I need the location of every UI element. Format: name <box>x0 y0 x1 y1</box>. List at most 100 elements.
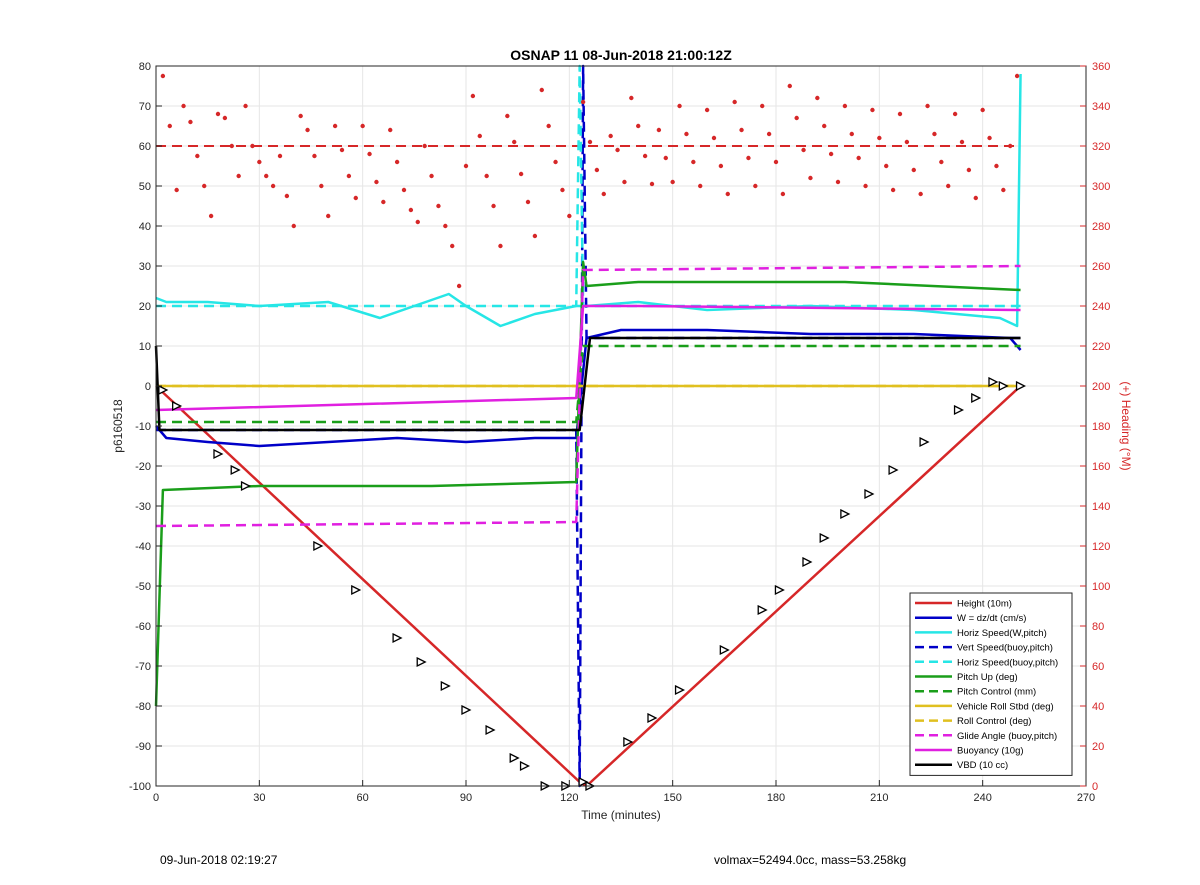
heading-point <box>436 203 441 209</box>
heading-point <box>312 153 317 159</box>
height-marker <box>953 404 965 416</box>
heading-point <box>980 107 985 113</box>
heading-point <box>925 103 930 109</box>
heading-point <box>264 173 269 179</box>
heading-point <box>319 183 324 189</box>
heading-point <box>622 179 627 185</box>
heading-point <box>498 243 503 249</box>
height-marker <box>802 556 813 568</box>
height-marker <box>485 724 496 736</box>
y2-tick-label: 20 <box>1092 741 1104 753</box>
x-tick-label: 180 <box>767 792 785 804</box>
heading-point <box>856 155 861 161</box>
heading-point <box>450 243 455 249</box>
y-tick-label: -70 <box>135 661 151 673</box>
heading-point <box>835 179 841 185</box>
heading-point <box>642 153 648 159</box>
heading-point <box>512 139 517 145</box>
footer-volmax-mass: volmax=52494.0cc, mass=53.258kg <box>714 853 907 867</box>
heading-point <box>401 187 407 193</box>
series-line-6 <box>156 344 1021 424</box>
heading-point <box>284 193 290 199</box>
heading-point <box>1014 73 1020 79</box>
heading-point <box>525 199 531 205</box>
y2-tick-label: 180 <box>1092 421 1110 433</box>
heading-point <box>663 155 668 161</box>
heading-point <box>725 191 730 197</box>
heading-point <box>959 139 965 145</box>
heading-point <box>698 183 703 189</box>
y2-tick-label: 60 <box>1092 661 1104 673</box>
heading-point <box>270 183 276 189</box>
heading-point <box>870 107 875 113</box>
heading-point <box>911 167 916 173</box>
heading-point <box>987 135 992 141</box>
x-tick-label: 210 <box>870 792 888 804</box>
heading-point <box>732 99 737 105</box>
heading-point <box>491 203 496 209</box>
markers-layer <box>158 376 1027 792</box>
height-marker <box>509 752 520 764</box>
x-tick-label: 30 <box>253 792 265 804</box>
heading-point <box>456 283 462 289</box>
chart-title: OSNAP 11 08-Jun-2018 21:00:12Z <box>510 47 732 63</box>
heading-point <box>339 147 345 153</box>
legend-label: Pitch Control (mm) <box>957 687 1036 698</box>
heading-point <box>828 151 834 157</box>
height-marker <box>461 704 472 716</box>
height-marker <box>988 376 999 388</box>
heading-point <box>952 111 958 117</box>
heading-point <box>374 179 379 185</box>
heading-point <box>181 103 186 109</box>
heading-point <box>539 87 544 93</box>
heading-point <box>629 95 634 101</box>
y-tick-label: 80 <box>139 61 151 73</box>
height-marker <box>998 380 1009 392</box>
height-marker <box>840 508 851 520</box>
heading-point <box>174 187 179 193</box>
series-line-9 <box>155 264 1021 528</box>
height-marker <box>623 736 634 748</box>
y2-tick-label: 160 <box>1092 461 1110 473</box>
heading-point <box>649 181 655 187</box>
heading-point <box>691 159 696 165</box>
height-marker <box>578 776 589 788</box>
heading-point <box>801 147 806 153</box>
height-marker <box>888 464 899 476</box>
height-marker <box>240 480 252 492</box>
height-marker <box>213 448 224 460</box>
legend-label: W = dz/dt (cm/s) <box>957 613 1026 624</box>
legend-label: Horiz Speed(buoy,pitch) <box>957 657 1058 668</box>
y2-tick-label: 360 <box>1092 61 1110 73</box>
heading-point <box>360 123 365 129</box>
heading-point <box>305 127 310 133</box>
height-marker <box>774 584 785 596</box>
heading-point <box>532 233 538 239</box>
y-tick-label: 50 <box>139 181 151 193</box>
y-axis-label: p6160518 <box>111 399 125 453</box>
series-line-1 <box>155 328 1022 448</box>
heading-point <box>553 159 558 165</box>
heading-point <box>505 113 510 119</box>
y-tick-label: 70 <box>139 101 151 113</box>
heading-point <box>208 213 214 219</box>
x-tick-label: 0 <box>153 792 159 804</box>
heading-point <box>739 127 744 133</box>
heading-point <box>167 123 172 129</box>
heading-point <box>560 187 565 193</box>
heading-point <box>973 195 978 201</box>
y-tick-label: -50 <box>135 581 151 593</box>
y2-tick-label: 320 <box>1092 141 1110 153</box>
x-tick-label: 270 <box>1077 792 1095 804</box>
heading-point <box>188 119 193 125</box>
legend-label: Vert Speed(buoy,pitch) <box>957 643 1053 654</box>
heading-point <box>222 115 228 121</box>
y-tick-label: 30 <box>139 261 151 273</box>
height-marker <box>919 436 930 448</box>
heading-point <box>463 163 469 169</box>
heading-point <box>794 115 799 121</box>
heading-point <box>250 143 255 149</box>
heading-point <box>195 153 200 159</box>
height-marker <box>971 392 982 404</box>
